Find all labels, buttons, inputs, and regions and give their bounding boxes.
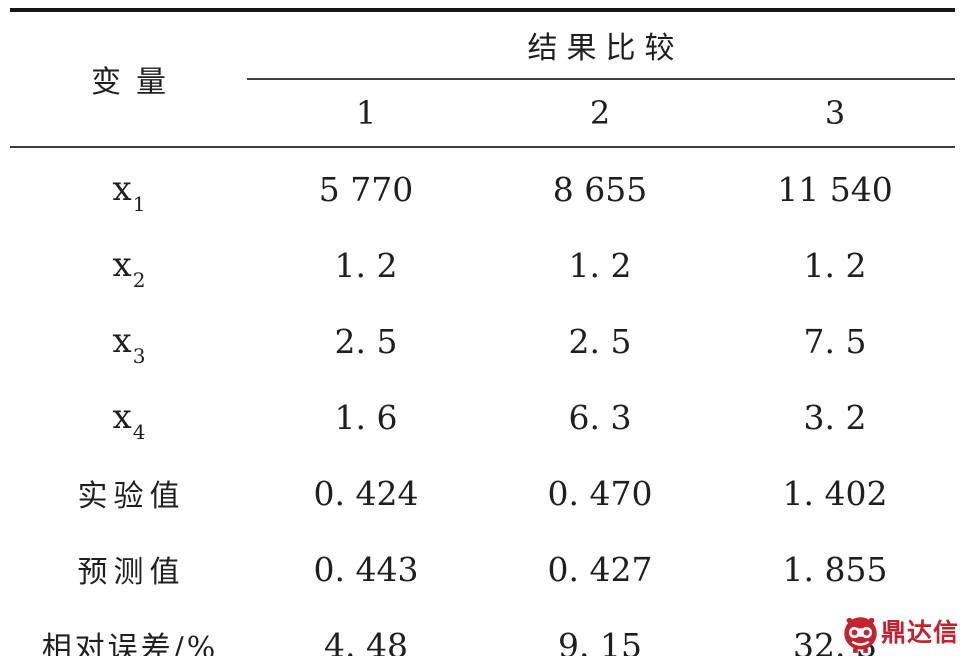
row-label-text: x — [112, 245, 132, 285]
cell-value: 4. 48 — [324, 625, 408, 656]
cell-value: 2. 5 — [334, 321, 398, 361]
row-label-subscript: 4 — [132, 420, 146, 444]
row-label-subscript: 3 — [132, 344, 146, 368]
cell-value: 8 655 — [552, 169, 648, 209]
column-header-3: 3 — [715, 79, 955, 148]
row-label-x2: x2 — [10, 224, 247, 300]
table-row-x2: x2 1. 2 1. 2 1. 2 — [10, 224, 955, 300]
row-label-subscript: 1 — [132, 192, 146, 216]
table-row-x1: x1 5 770 8 655 11 540 — [10, 147, 955, 224]
cell-value: 1. 402 — [782, 473, 888, 513]
table-header-row-columns: 1 2 3 — [10, 79, 955, 148]
cell-value: 1. 855 — [782, 549, 888, 589]
dingdaxin-logo-icon — [842, 613, 879, 653]
cell-value: 1. 2 — [803, 245, 867, 285]
cell-value: 7. 5 — [803, 321, 867, 361]
row-label-text: x — [112, 397, 132, 437]
row-label-text: 相对误差/% — [41, 631, 219, 656]
cell-value: 6. 3 — [568, 397, 632, 437]
watermark-brand-text: 鼎达信 — [880, 618, 959, 647]
cell-value: 1. 2 — [334, 245, 398, 285]
cell-value: 2. 5 — [568, 321, 632, 361]
table-row-x3: x3 2. 5 2. 5 7. 5 — [10, 300, 955, 376]
column-header-1: 1 — [247, 79, 485, 148]
row-label-subscript: 2 — [132, 268, 146, 292]
table-row-experimental-value: 实验值 0. 424 0. 470 1. 402 — [10, 452, 955, 528]
table-row-x4: x4 1. 6 6. 3 3. 2 — [10, 376, 955, 452]
row-label-relative-error: 相对误差/% — [10, 604, 247, 656]
cell-value: 3. 2 — [803, 397, 867, 437]
cell-value: 0. 443 — [313, 549, 419, 589]
column-header-variable: 变量 — [10, 10, 247, 148]
cell-value: 9. 15 — [558, 625, 642, 656]
cell-value: 5 770 — [318, 169, 414, 209]
cell-value: 11 540 — [777, 169, 893, 209]
table-row-predicted-value: 预测值 0. 443 0. 427 1. 855 — [10, 528, 955, 604]
cell-value: 0. 470 — [547, 473, 653, 513]
results-comparison-table: 变量 结果比较 1 2 3 x1 5 770 8 655 11 540 x2 1… — [10, 8, 955, 656]
table-header-row-group: 变量 结果比较 — [10, 10, 955, 148]
row-label-x1: x1 — [10, 147, 247, 224]
row-label-experimental-value: 实验值 — [10, 452, 247, 528]
cell-value: 0. 424 — [313, 473, 419, 513]
table-row-relative-error: 相对误差/% 4. 48 9. 15 32. 3 — [10, 604, 955, 656]
cell-value: 1. 6 — [334, 397, 398, 437]
row-label-text: x — [112, 169, 132, 209]
row-label-text: x — [112, 321, 132, 361]
row-label-predicted-value: 预测值 — [10, 528, 247, 604]
watermark: 鼎达信 — [842, 613, 959, 653]
cell-value: 0. 427 — [547, 549, 653, 589]
row-label-text: 实验值 — [77, 479, 186, 514]
row-label-x3: x3 — [10, 300, 247, 376]
column-group-header-results-comparison: 结果比较 — [247, 10, 955, 80]
row-label-text: 预测值 — [77, 555, 186, 590]
column-header-2: 2 — [485, 79, 715, 148]
cell-value: 1. 2 — [568, 245, 632, 285]
row-label-x4: x4 — [10, 376, 247, 452]
